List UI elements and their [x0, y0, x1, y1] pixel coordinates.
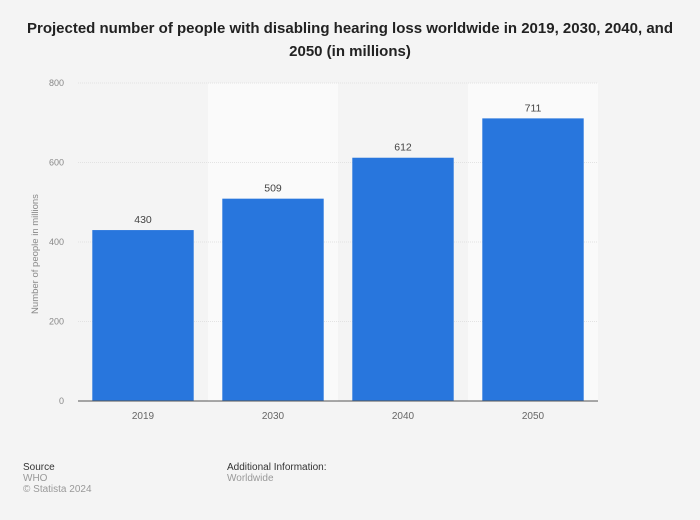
additional-info-value: Worldwide	[227, 473, 274, 484]
data-label: 711	[525, 102, 542, 114]
y-tick-label: 200	[49, 317, 64, 327]
source-block: Source WHO © Statista 2024	[23, 462, 92, 495]
data-label: 509	[264, 183, 282, 195]
source-heading: Source	[23, 462, 55, 473]
y-tick-label: 400	[49, 237, 64, 247]
copyright: © Statista 2024	[23, 484, 92, 495]
source-value[interactable]: WHO	[23, 473, 48, 484]
x-tick-label: 2050	[522, 411, 545, 422]
bars	[92, 118, 584, 401]
bar	[222, 198, 324, 401]
x-tick-label: 2030	[262, 411, 285, 422]
y-axis-label: Number of people in millions	[30, 194, 41, 314]
y-tick-label: 800	[49, 78, 64, 88]
chart-title: Projected number of people with disablin…	[26, 20, 673, 60]
data-labels: 430 509 612 711	[134, 102, 541, 226]
bar	[482, 118, 584, 401]
additional-info-heading: Additional Information:	[227, 462, 327, 473]
bar	[92, 230, 194, 401]
y-tick-label: 0	[59, 396, 64, 406]
y-tick-label: 600	[49, 158, 64, 168]
data-label: 430	[134, 214, 152, 226]
x-tick-label: 2040	[392, 411, 415, 422]
y-axis-ticks: 0 200 400 600 800	[49, 78, 64, 406]
data-label: 612	[394, 142, 412, 154]
additional-info-block: Additional Information: Worldwide	[227, 462, 327, 484]
bar	[352, 157, 454, 401]
x-axis-ticks: 2019 2030 2040 2050	[132, 411, 545, 422]
x-tick-label: 2019	[132, 411, 155, 422]
